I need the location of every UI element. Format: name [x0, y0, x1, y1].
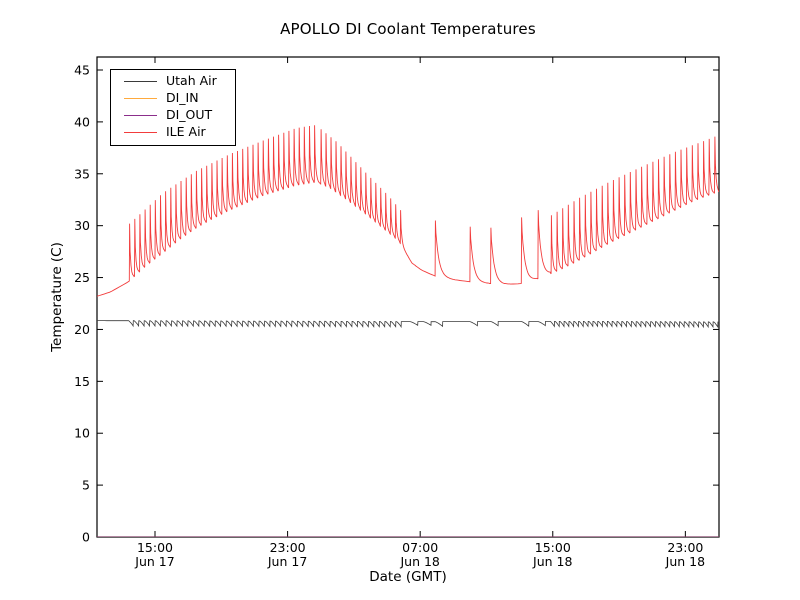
y-tick-label: 0 [82, 530, 90, 545]
series-line-ile-air [97, 125, 719, 297]
y-tick-label: 10 [74, 426, 90, 441]
x-tick-time: 15:00 [137, 540, 173, 555]
y-tick-label: 25 [74, 270, 90, 285]
legend-line-swatch [124, 80, 157, 83]
legend-label: DI_OUT [166, 107, 213, 123]
chart-title: APOLLO DI Coolant Temperatures [280, 20, 536, 38]
y-tick-label: 45 [74, 63, 90, 78]
y-axis-label: Temperature (C) [49, 242, 65, 352]
y-tick-label: 15 [74, 374, 90, 389]
x-tick-date: Jun 18 [532, 554, 572, 569]
legend-line-swatch [124, 97, 157, 100]
y-tick-label: 40 [74, 114, 90, 129]
legend-line-swatch [124, 114, 157, 117]
legend-line-swatch [124, 131, 157, 134]
legend-label: ILE Air [166, 124, 206, 140]
y-tick-label: 35 [74, 166, 90, 181]
legend-item-utah-air: Utah Air [111, 73, 235, 90]
x-tick-date: Jun 18 [665, 554, 705, 569]
x-tick-date: Jun 17 [267, 554, 307, 569]
legend-item-di-in: DI_IN [111, 90, 235, 107]
x-tick-time: 23:00 [667, 540, 703, 555]
y-tick-label: 5 [82, 478, 90, 493]
x-tick-date: Jun 18 [399, 554, 439, 569]
x-tick-time: 07:00 [402, 540, 438, 555]
y-tick-label: 20 [74, 322, 90, 337]
x-tick-time: 15:00 [535, 540, 571, 555]
x-tick-date: Jun 17 [134, 554, 174, 569]
legend-item-ile-air: ILE Air [111, 124, 235, 141]
series-group [97, 125, 719, 537]
x-axis-label: Date (GMT) [369, 569, 447, 585]
legend-label: DI_IN [166, 90, 199, 106]
series-line-utah-air [97, 320, 719, 329]
legend-item-di-out: DI_OUT [111, 107, 235, 124]
legend: Utah Air DI_IN DI_OUT ILE Air [110, 69, 236, 146]
y-tick-label: 30 [74, 218, 90, 233]
legend-label: Utah Air [166, 73, 217, 89]
x-tick-time: 23:00 [270, 540, 306, 555]
